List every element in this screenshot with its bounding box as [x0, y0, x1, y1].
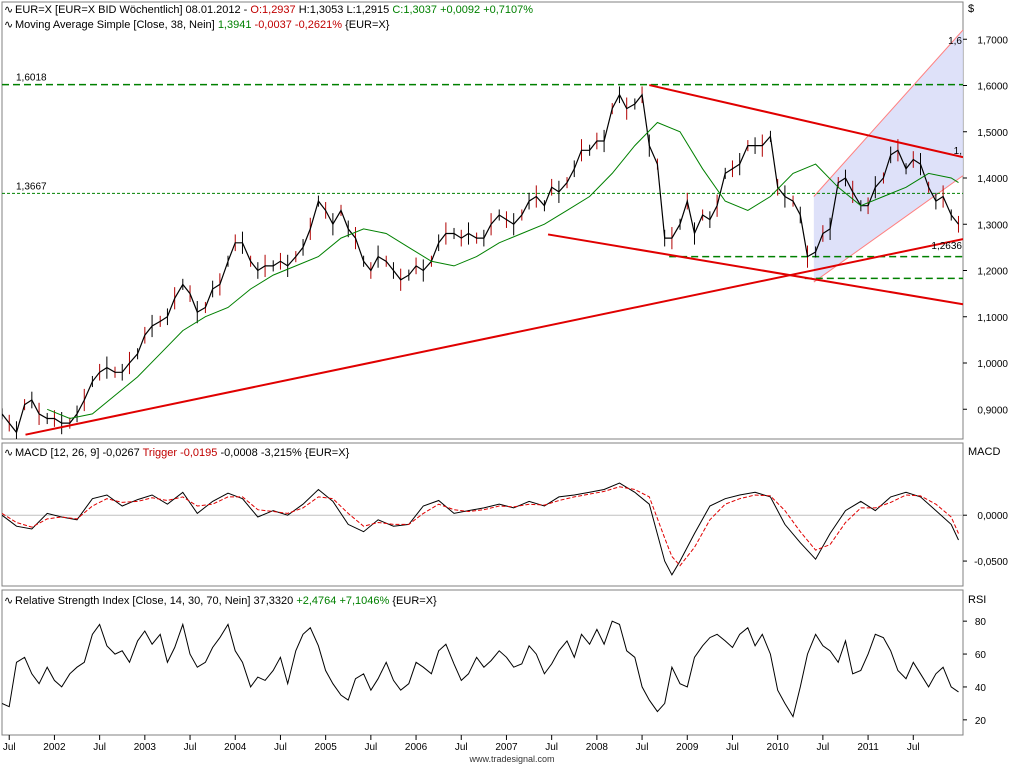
- price-line: [2, 93, 959, 434]
- rsi-ytick-label: 60: [975, 650, 987, 661]
- xtick-label: 2007: [495, 742, 518, 753]
- channel-fill: [813, 30, 963, 283]
- axes-layer: 0,9000 1,0000 1,1000 1,2000 1,3000 1,4000 1,50…: [3, 35, 1009, 753]
- xtick-label: Jul: [726, 742, 739, 753]
- ma-change-pct: -0,2621%: [294, 19, 342, 31]
- xtick-label: Jul: [816, 742, 829, 753]
- price-layer: 1,6018 1,3667 1,2636 1,6 1,: [2, 29, 963, 439]
- rsi-label: Relative Strength Index [Close, 14, 30, …: [15, 595, 251, 607]
- indicator-icon: ∿: [4, 595, 14, 607]
- macd-unit-label: MACD: [968, 446, 1001, 458]
- high-value: H:1,3053: [298, 4, 344, 16]
- trend-line-1: [649, 84, 963, 159]
- macd-ytick-label: 0,0000: [977, 511, 1008, 522]
- macd-value: -0,0267: [102, 447, 140, 459]
- macd-panel-frame: [1, 442, 964, 587]
- symbol-line: EUR=X [EUR=X BID Wöchentlich] 08.01.2012: [15, 4, 241, 16]
- macd-diff: -0,0008: [220, 447, 258, 459]
- xtick-label: 2006: [405, 742, 428, 753]
- annotation-label: 1,6: [948, 36, 962, 47]
- xtick-label: Jul: [274, 742, 287, 753]
- footer-watermark: www.tradesignal.com: [469, 754, 555, 764]
- price-ytick-label: 1,2000: [977, 267, 1008, 278]
- price-ytick-label: 1,6000: [977, 82, 1008, 93]
- xtick-label: 2011: [857, 742, 879, 753]
- rsi-ytick-label: 80: [975, 617, 987, 628]
- xtick-label: 2008: [586, 742, 609, 753]
- xtick-label: Jul: [3, 742, 16, 753]
- rsi-suffix: {EUR=X}: [392, 595, 437, 607]
- price-ytick-label: 1,1000: [977, 313, 1008, 324]
- xtick-label: Jul: [455, 742, 468, 753]
- xtick-label: Jul: [93, 742, 106, 753]
- macd-header: ∿ MACD [12, 26, 9] -0,0267 Trigger -0,019…: [4, 446, 349, 459]
- price-ytick-label: 1,4000: [977, 174, 1008, 185]
- price-panel-header: ∿ EUR=X [EUR=X BID Wöchentlich] 08.01.201…: [4, 4, 534, 16]
- annotation-label: 1,6018: [16, 73, 47, 84]
- xtick-label: Jul: [636, 742, 649, 753]
- rsi-change-pct: +7,1046%: [339, 595, 390, 607]
- channel-upper-line: [813, 29, 963, 197]
- xtick-label: 2005: [315, 742, 338, 753]
- annotation-label: 1,2636: [931, 241, 962, 252]
- xtick-label: 2010: [767, 742, 790, 753]
- xtick-label: Jul: [184, 742, 197, 753]
- price-panel-frame: [1, 1, 964, 440]
- ma-header: ∿ Moving Average Simple [Close, 38, Nein]…: [4, 18, 389, 31]
- rsi-panel-frame: [1, 589, 964, 736]
- rsi-line: [2, 620, 959, 718]
- macd-line: [2, 482, 959, 576]
- price-unit-label: $: [968, 3, 975, 15]
- change-value: +0,0092: [440, 4, 481, 16]
- xtick-label: Jul: [907, 742, 920, 753]
- rsi-value: 37,3320: [253, 595, 294, 607]
- indicator-icon: ∿: [4, 4, 14, 16]
- trigger-line: [2, 486, 959, 567]
- macd-trigger: Trigger -0,0195: [142, 447, 218, 459]
- trend-line-0: [25, 238, 963, 436]
- xtick-label: 2002: [43, 742, 66, 753]
- rsi-layer: [2, 620, 959, 718]
- low-value: L:1,2915: [346, 4, 390, 16]
- price-ytick-label: 0,9000: [977, 405, 1008, 416]
- price-ytick-label: 1,3000: [977, 220, 1008, 231]
- xtick-label: 2009: [676, 742, 699, 753]
- change-pct-value: +0,7107%: [483, 4, 534, 16]
- rsi-ytick-label: 20: [975, 716, 987, 727]
- rsi-ytick-label: 40: [975, 683, 987, 694]
- indicator-icon: ∿: [4, 447, 14, 459]
- macd-ytick-label: -0,0500: [974, 557, 1008, 568]
- rsi-change: +2,4764: [296, 595, 337, 607]
- rsi-unit-label: RSI: [968, 594, 987, 606]
- macd-suffix: {EUR=X}: [304, 447, 350, 459]
- macd-layer: [2, 482, 963, 576]
- close-value: C:1,3037: [392, 4, 437, 16]
- trend-line-2: [547, 233, 963, 306]
- moving-average-line: [47, 121, 959, 420]
- rsi-header: ∿ Relative Strength Index [Close, 14, 30,…: [4, 594, 437, 607]
- ma-change: -0,0037: [254, 19, 292, 31]
- annotation-label: 1,3667: [16, 181, 47, 192]
- ma-value: 1,3941: [217, 19, 252, 31]
- ma-suffix: {EUR=X}: [345, 19, 390, 31]
- xtick-label: 2004: [224, 742, 247, 753]
- annotation-label: 1,: [954, 146, 962, 157]
- xtick-label: Jul: [545, 742, 558, 753]
- macd-diff-pct: -3,215%: [260, 447, 302, 459]
- xtick-label: 2003: [134, 742, 157, 753]
- price-ytick-label: 1,0000: [977, 359, 1008, 370]
- xtick-label: Jul: [364, 742, 377, 753]
- price-ytick-label: 1,7000: [977, 35, 1008, 46]
- price-ytick-label: 1,5000: [977, 128, 1008, 139]
- macd-label: MACD [12, 26, 9]: [15, 447, 100, 459]
- open-value: O:1,2937: [250, 4, 296, 16]
- ma-label: Moving Average Simple [Close, 38, Nein]: [15, 19, 215, 31]
- indicator-icon: ∿: [4, 19, 14, 31]
